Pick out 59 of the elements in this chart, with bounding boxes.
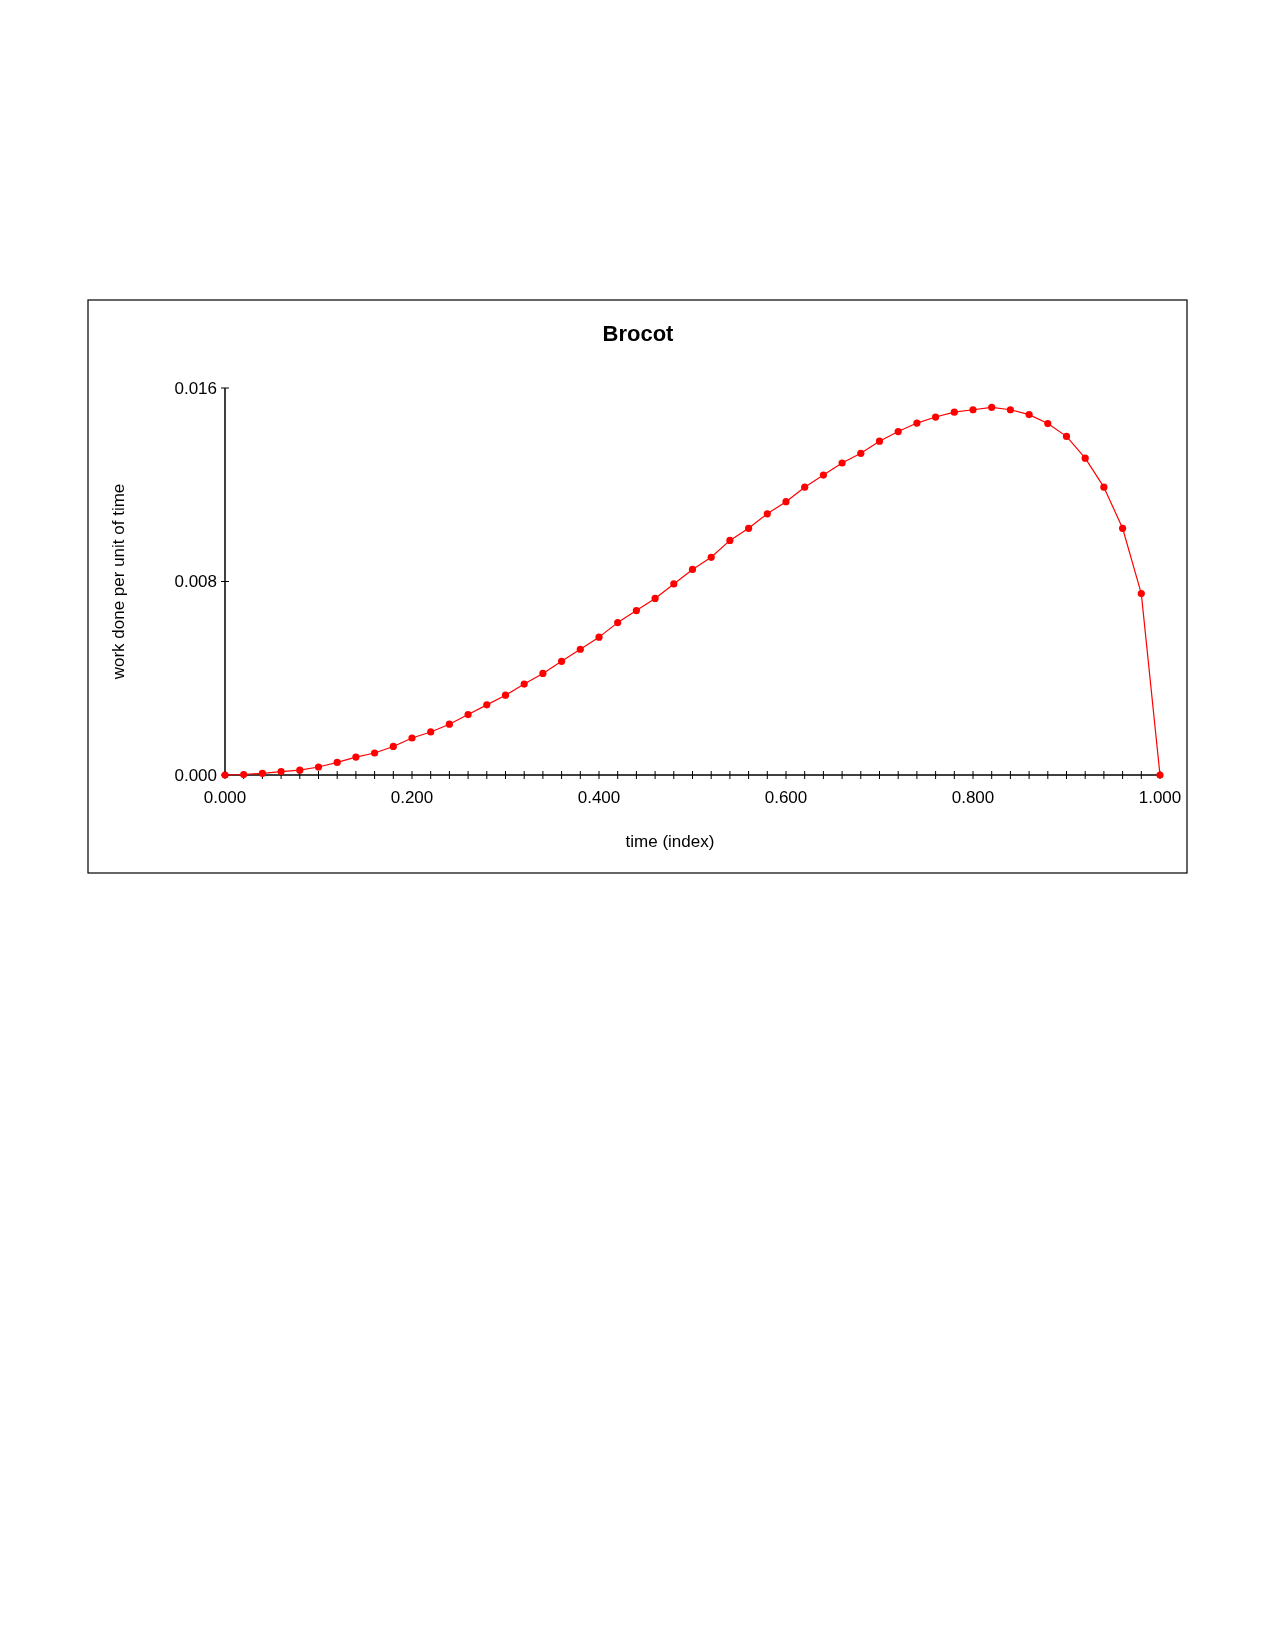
point xyxy=(1044,419,1052,428)
point xyxy=(445,720,453,728)
point xyxy=(913,419,921,427)
point xyxy=(352,753,360,761)
point xyxy=(558,657,566,665)
y-axis-title: work done per unit of time xyxy=(108,483,128,681)
x-tick-label: 0.000 xyxy=(203,787,247,807)
point xyxy=(1081,454,1089,462)
point xyxy=(1006,406,1014,414)
point xyxy=(857,449,865,457)
point xyxy=(819,471,827,479)
x-tick-label: 0.400 xyxy=(577,787,621,807)
point xyxy=(932,413,940,421)
point xyxy=(520,680,528,688)
point xyxy=(988,403,996,411)
x-tick-label: 0.600 xyxy=(764,787,808,807)
point xyxy=(296,766,304,774)
point xyxy=(371,749,379,757)
point xyxy=(1062,432,1071,440)
point xyxy=(707,553,715,561)
point xyxy=(651,594,659,603)
point xyxy=(333,758,341,767)
y-tick-label: 0.016 xyxy=(174,378,217,398)
y-tick-label: 0.008 xyxy=(174,572,217,591)
point xyxy=(314,763,323,771)
point xyxy=(427,728,435,736)
y-tick-label: 0.000 xyxy=(174,765,217,785)
point xyxy=(838,459,846,467)
point xyxy=(875,437,884,445)
point xyxy=(632,606,640,615)
point xyxy=(576,645,584,653)
point xyxy=(1119,524,1127,532)
point xyxy=(670,580,678,588)
point xyxy=(969,406,977,414)
point xyxy=(483,701,491,709)
point xyxy=(688,565,697,574)
point xyxy=(277,768,285,776)
point xyxy=(950,408,958,416)
point xyxy=(1025,411,1033,419)
point xyxy=(1137,589,1145,598)
point xyxy=(745,524,753,532)
point xyxy=(389,742,397,751)
point xyxy=(464,710,472,719)
chart-title: Brocot xyxy=(602,320,675,346)
point xyxy=(595,633,603,641)
point xyxy=(763,510,771,518)
point xyxy=(1100,483,1108,491)
point xyxy=(539,669,547,678)
x-tick-label: 0.200 xyxy=(390,787,434,807)
point xyxy=(408,734,416,742)
point xyxy=(501,691,510,699)
x-axis-title: time (index) xyxy=(625,831,715,851)
point xyxy=(894,427,902,436)
x-tick-label: 1.000 xyxy=(1138,787,1182,807)
point xyxy=(801,483,809,491)
point xyxy=(726,536,734,544)
point xyxy=(614,619,622,627)
point xyxy=(782,498,790,506)
x-tick-label: 0.800 xyxy=(951,787,995,807)
